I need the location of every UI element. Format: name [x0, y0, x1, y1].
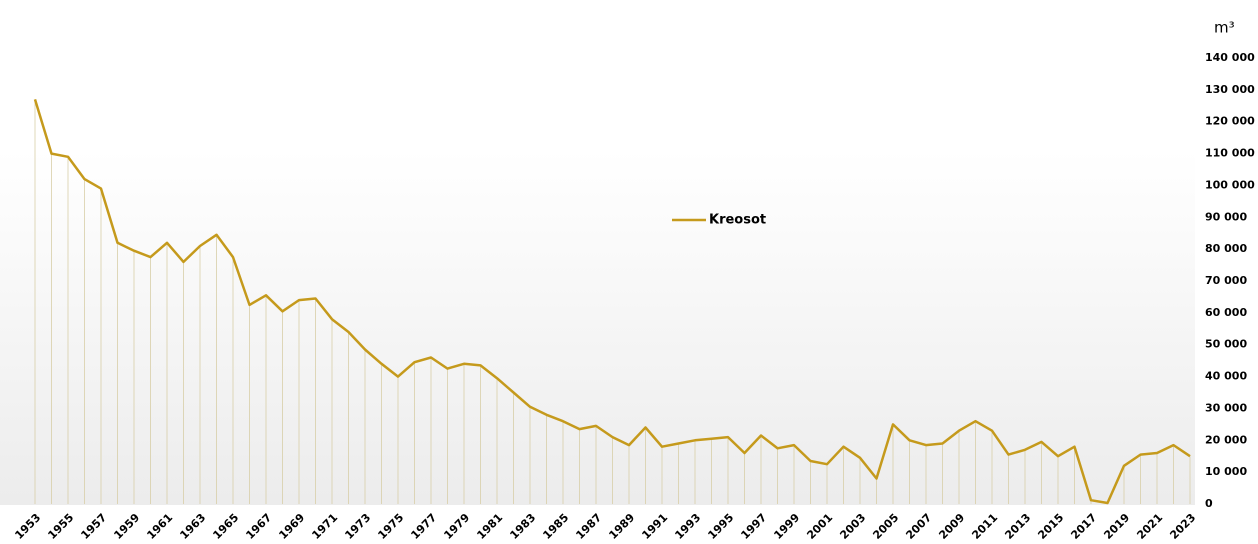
legend-label: Kreosot — [709, 213, 766, 228]
y-tick-label: 10 000 — [1205, 465, 1247, 478]
x-tick-label: 1989 — [606, 511, 637, 542]
x-tick-label: 1999 — [771, 511, 802, 542]
x-tick-label: 2015 — [1035, 511, 1066, 542]
y-tick-label: 40 000 — [1205, 370, 1247, 383]
x-tick-label: 1961 — [144, 511, 175, 542]
x-tick-label: 1955 — [45, 511, 76, 542]
y-tick-label: 0 — [1205, 497, 1213, 510]
y-tick-label: 50 000 — [1205, 338, 1247, 351]
x-tick-label: 1973 — [342, 511, 373, 542]
x-tick-label: 1957 — [78, 511, 109, 542]
y-tick-label: 110 000 — [1205, 147, 1255, 160]
y-tick-label: 120 000 — [1205, 115, 1255, 128]
x-tick-label: 1991 — [639, 511, 670, 542]
x-tick-label: 1971 — [309, 511, 340, 542]
x-tick-label: 1959 — [111, 511, 142, 542]
y-axis-label: m³ — [1214, 19, 1235, 37]
x-tick-label: 2021 — [1134, 511, 1165, 542]
x-tick-label: 1997 — [738, 511, 769, 542]
x-tick-label: 1995 — [705, 511, 736, 542]
y-tick-label: 80 000 — [1205, 242, 1247, 255]
y-tick-label: 30 000 — [1205, 401, 1247, 414]
x-tick-label: 1969 — [276, 511, 307, 542]
plot-background — [0, 150, 1195, 505]
x-tick-label: 2003 — [837, 511, 868, 542]
x-tick-label: 2005 — [870, 511, 901, 542]
x-tick-label: 1975 — [375, 511, 406, 542]
x-tick-label: 2023 — [1167, 511, 1198, 542]
x-tick-label: 2001 — [804, 511, 835, 542]
series-line — [33, 99, 1191, 505]
x-tick-label: 1977 — [408, 511, 439, 542]
y-tick-label: 70 000 — [1205, 274, 1247, 287]
x-tick-label: 1987 — [573, 511, 604, 542]
x-tick-label: 1985 — [540, 511, 571, 542]
y-tick-label: 60 000 — [1205, 306, 1247, 319]
x-tick-label: 2013 — [1002, 511, 1033, 542]
x-tick-label: 1979 — [441, 511, 472, 542]
x-tick-label: 1965 — [210, 511, 241, 542]
x-tick-label: 2007 — [903, 511, 934, 542]
y-tick-label: 90 000 — [1205, 210, 1247, 223]
x-tick-label: 1983 — [507, 511, 538, 542]
x-tick-label: 1963 — [177, 511, 208, 542]
y-tick-label: 20 000 — [1205, 433, 1247, 446]
x-tick-label: 2011 — [969, 511, 1000, 542]
y-tick-label: 130 000 — [1205, 83, 1255, 96]
x-tick-label: 2017 — [1068, 511, 1099, 542]
x-tick-label: 2019 — [1101, 511, 1132, 542]
x-tick-label: 2009 — [936, 511, 967, 542]
y-tick-label: 100 000 — [1205, 178, 1255, 191]
x-tick-label: 1967 — [243, 511, 274, 542]
x-tick-label: 1981 — [474, 511, 505, 542]
x-tick-label: 1993 — [672, 511, 703, 542]
x-tick-label: 1953 — [12, 511, 43, 542]
y-tick-label: 140 000 — [1205, 51, 1255, 64]
